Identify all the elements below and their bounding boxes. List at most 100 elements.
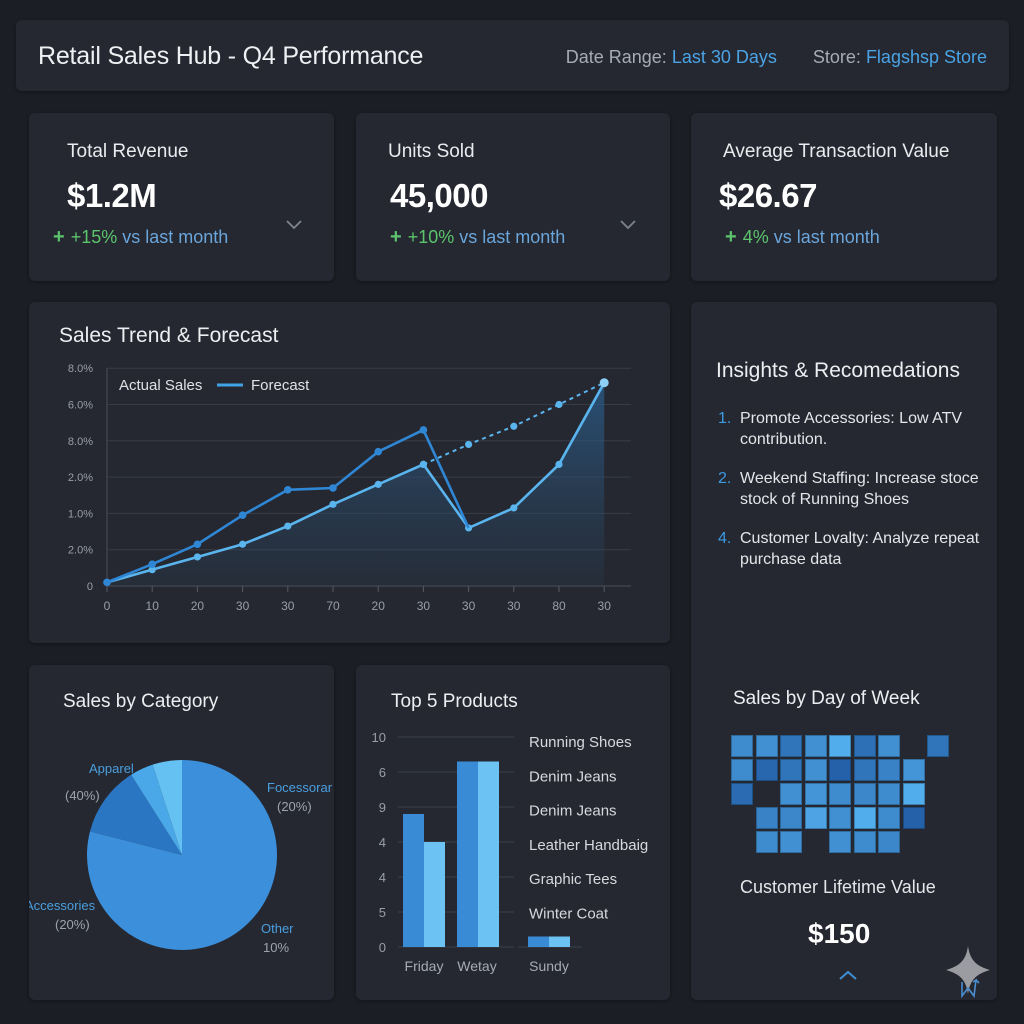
product-label: Denim Jeans	[529, 803, 617, 820]
actual-sales-point	[419, 426, 428, 434]
heatmap-cell	[829, 831, 851, 853]
legend-label-forecast: Forecast	[251, 377, 310, 394]
insight-item: 2. Weekend Staffing: Increase stoce stoc…	[718, 468, 988, 510]
pie-label-name: Other	[261, 921, 294, 936]
x-tick-label: 30	[462, 599, 476, 613]
x-tick-label: Friday	[405, 958, 444, 974]
sparkle-icon	[944, 944, 992, 1005]
insights-title: Insights & Recomedations	[716, 359, 960, 382]
heatmap-cell	[755, 807, 778, 829]
bar	[478, 761, 499, 947]
heatmap-cell	[780, 783, 802, 805]
date-range-filter[interactable]: Date Range: Last 30 Days	[566, 47, 777, 68]
actual-sales-point	[329, 484, 337, 492]
chart-title: Sales Trend & Forecast	[59, 324, 279, 347]
forecast-projection-point	[510, 422, 518, 430]
chart-title: Sales by Category	[63, 691, 219, 712]
chevron-down-icon[interactable]	[620, 217, 636, 235]
pie-label-percent: (40%)	[65, 788, 100, 803]
insight-number: 1.	[718, 410, 732, 427]
insight-number: 2.	[718, 470, 732, 487]
store-value[interactable]: Flagshsp Store	[865, 47, 987, 67]
forecast-point	[510, 504, 518, 512]
insight-text: Weekend Staffing: Increase stoce stock o…	[740, 470, 979, 508]
product-label: Denim Jeans	[529, 768, 617, 785]
forecast-line	[106, 382, 606, 584]
insight-text: Customer Lovalty: Analyze repeat purchas…	[740, 530, 980, 568]
kpi-delta: + +10% vs last month	[390, 226, 565, 249]
heatmap-cell	[878, 783, 900, 805]
kpi-value: $26.67	[719, 177, 817, 214]
y-tick-label: 4	[379, 870, 386, 885]
product-label: Leather Handbaig	[529, 837, 648, 854]
forecast-end-point	[599, 378, 609, 388]
sales-trend-chart: 0 2.0% 1.0% 2.0% 8.0% 6.0% 8.0% 0 10 20 30 30 70 20 30…	[68, 363, 631, 613]
heatmap-cell	[878, 759, 900, 781]
store-label: Store:	[812, 47, 861, 67]
pie-slice	[89, 774, 182, 855]
chevron-down-icon[interactable]	[286, 217, 302, 235]
kpi-delta-percent: +15%	[70, 227, 118, 247]
kpi-value: $1.2M	[67, 177, 157, 214]
plus-icon: +	[390, 226, 402, 248]
heatmap-cell	[731, 735, 753, 757]
y-tick-label: 0	[87, 581, 93, 593]
actual-sales-point	[193, 540, 202, 549]
forecast-projection-point	[465, 440, 473, 449]
heatmap-cell	[878, 831, 900, 853]
pie-label-name: Focessorar	[267, 780, 333, 795]
x-tick-label: 20	[191, 599, 205, 613]
category-pie-chart: Apparel (40%) Focessorar (20%) Accessories (2…	[29, 760, 333, 955]
insights-card: Insights & Recomedations 1. Promote Acce…	[691, 302, 997, 1000]
y-tick-label: 10	[372, 730, 386, 745]
kpi-delta-text: vs last month	[122, 227, 229, 247]
heatmap-cell	[829, 783, 851, 805]
x-tick-label: 30	[417, 599, 431, 613]
heatmap-cell	[878, 735, 900, 757]
product-label: Running Shoes	[529, 734, 632, 751]
heatmap-cell	[853, 807, 876, 829]
heatmap-cell	[780, 807, 802, 829]
kpi-label: Total Revenue	[67, 141, 189, 162]
forecast-point	[374, 480, 382, 488]
sales-trend-card: Sales Trend & Forecast 0 2.0% 1.0% 2.0% 8.0%…	[29, 302, 670, 643]
kpi-delta-text: vs last month	[773, 227, 880, 247]
day-of-week-title: Sales by Day of Week	[733, 688, 920, 709]
kpi-label: Units Sold	[388, 141, 475, 162]
clv-label: Customer Lifetime Value	[740, 877, 936, 897]
forecast-point	[419, 460, 427, 468]
plus-icon: +	[725, 226, 737, 248]
kpi-delta-text: vs last month	[459, 227, 566, 247]
heatmap-cell	[853, 735, 876, 757]
store-filter[interactable]: Store: Flagshsp Store	[813, 47, 987, 68]
heatmap-cell	[755, 735, 778, 757]
date-range-value[interactable]: Last 30 Days	[671, 47, 777, 67]
x-tick-label: 0	[104, 599, 111, 613]
kpi-delta-percent: 4%	[742, 227, 769, 247]
x-tick-label: 10	[146, 599, 160, 613]
y-tick-label: 1.0%	[68, 508, 93, 520]
y-tick-label: 0	[379, 940, 386, 955]
kpi-label: Average Transaction Value	[723, 141, 950, 162]
x-tick-label: 80	[552, 599, 566, 613]
y-tick-label: 2.0%	[68, 545, 93, 557]
pie-label-percent: 10%	[263, 940, 289, 955]
pie-slice	[131, 764, 182, 855]
forecast-projection-point	[555, 400, 563, 409]
top-products-card: Top 5 Products 0 5 4 4 9 6 10 Friday Wetay Sundy R…	[356, 665, 670, 1000]
heatmap-cell	[804, 735, 827, 757]
heatmap-cell	[902, 759, 925, 781]
heatmap-cell	[780, 759, 802, 781]
chevron-up-icon[interactable]	[839, 964, 857, 985]
heatmap-cell	[755, 759, 778, 781]
insights-list: 1. Promote Accessories: Low ATV contribu…	[718, 408, 988, 588]
pie-label-percent: (20%)	[277, 799, 312, 814]
insight-item: 4. Customer Lovalty: Analyze repeat purc…	[718, 528, 988, 570]
heatmap-cell	[927, 735, 949, 757]
x-tick-label: 30	[281, 599, 295, 613]
x-tick-label: Sundy	[529, 958, 569, 974]
x-tick-label: 30	[598, 599, 612, 613]
bar	[457, 761, 478, 947]
page-title: Retail Sales Hub - Q4 Performance	[38, 42, 424, 70]
x-tick-label: 30	[507, 599, 521, 613]
